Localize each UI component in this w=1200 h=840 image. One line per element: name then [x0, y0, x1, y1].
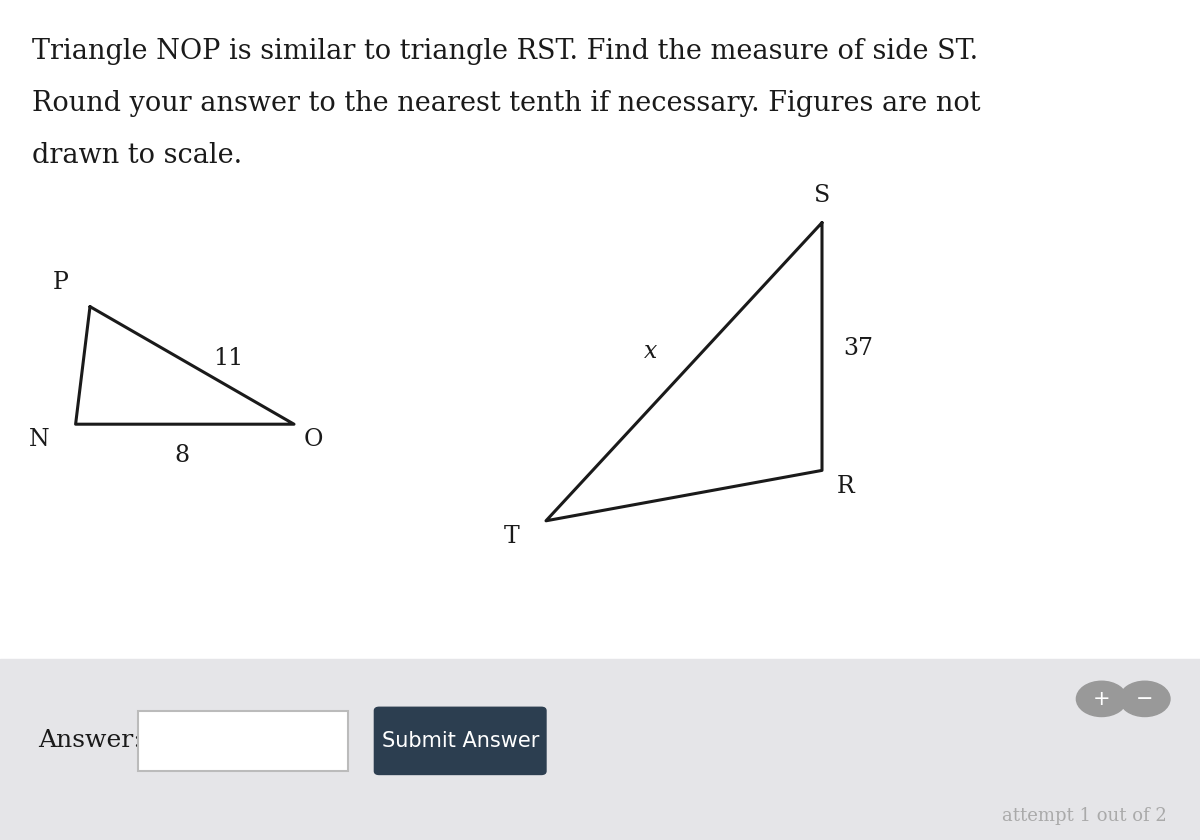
Text: N: N — [29, 428, 49, 451]
Text: Submit Answer: Submit Answer — [382, 731, 539, 751]
Text: T: T — [504, 525, 520, 548]
Circle shape — [1076, 681, 1127, 717]
Text: Round your answer to the nearest tenth if necessary. Figures are not: Round your answer to the nearest tenth i… — [32, 90, 980, 117]
Text: O: O — [304, 428, 323, 451]
Text: Triangle NOP is similar to triangle RST. Find the measure of side ST.: Triangle NOP is similar to triangle RST.… — [32, 38, 978, 65]
Text: +: + — [1093, 689, 1110, 709]
Text: 37: 37 — [844, 337, 874, 360]
Text: S: S — [814, 185, 830, 207]
Text: 11: 11 — [214, 347, 244, 370]
FancyBboxPatch shape — [138, 711, 348, 771]
FancyBboxPatch shape — [374, 707, 546, 774]
Text: 8: 8 — [175, 444, 190, 466]
Text: Answer:: Answer: — [38, 729, 142, 753]
Text: attempt 1 out of 2: attempt 1 out of 2 — [1002, 807, 1166, 825]
Text: drawn to scale.: drawn to scale. — [32, 142, 242, 169]
FancyBboxPatch shape — [0, 659, 1200, 840]
Text: P: P — [53, 271, 68, 294]
Text: −: − — [1136, 689, 1153, 709]
Circle shape — [1120, 681, 1170, 717]
Text: x: x — [644, 339, 658, 363]
Text: R: R — [836, 475, 854, 497]
